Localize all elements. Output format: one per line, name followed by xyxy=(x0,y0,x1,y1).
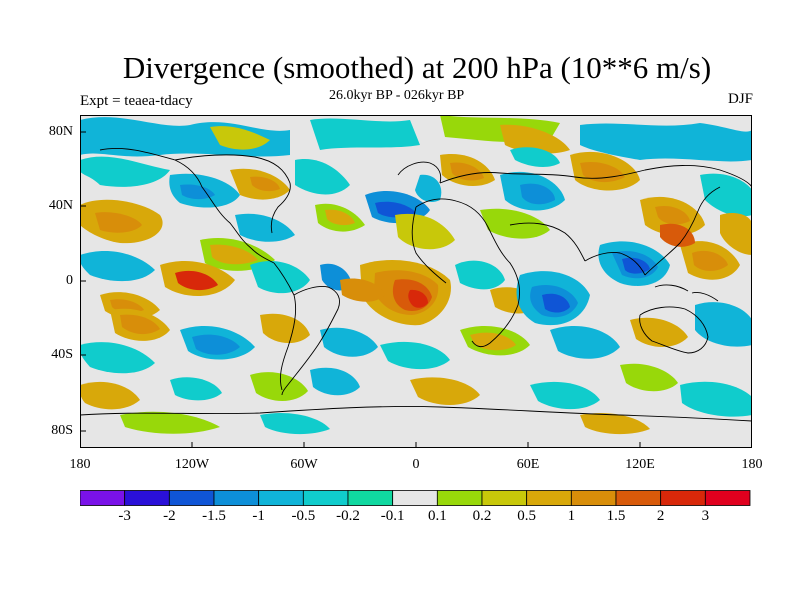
colorbar-label: -0.5 xyxy=(291,508,316,524)
colorbar-label: -3 xyxy=(118,508,131,524)
colorbar-swatch xyxy=(570,490,617,506)
colorbar-label: -2 xyxy=(163,508,176,524)
period-label: 26.0kyr BP - 026kyr BP xyxy=(329,88,465,103)
colorbar-swatch xyxy=(481,490,528,506)
lon-label-0: 0 xyxy=(412,457,420,472)
colorbar-label: -0.2 xyxy=(336,508,360,524)
colorbar-swatch xyxy=(124,490,170,506)
experiment-label: Expt = teaea-tdacy xyxy=(80,93,193,109)
contour-field xyxy=(80,115,752,448)
colorbar-label: 0.2 xyxy=(472,508,492,524)
lat-label-80n: 80N xyxy=(48,124,73,139)
colorbar-label: 1 xyxy=(567,508,576,524)
tick-marks xyxy=(80,131,641,448)
colorbar-swatch xyxy=(80,490,126,506)
colorbar-swatch xyxy=(258,490,304,506)
colorbar-swatch xyxy=(526,490,572,506)
season-label: DJF xyxy=(727,91,753,107)
lon-label-60e: 60E xyxy=(516,457,540,472)
divergence-map xyxy=(80,115,752,448)
colorbar-label: 1.5 xyxy=(606,508,626,524)
coastlines xyxy=(80,147,752,422)
lon-label-120w: 120W xyxy=(174,457,210,472)
chart-title: Divergence (smoothed) at 200 hPa (10**6 … xyxy=(122,50,712,85)
lat-label-40n: 40N xyxy=(48,198,73,213)
colorbar-swatch xyxy=(302,490,349,506)
colorbar-swatch xyxy=(168,490,215,506)
lon-label-60w: 60W xyxy=(290,457,318,472)
lat-label-40s: 40S xyxy=(51,347,73,362)
colorbar-swatch xyxy=(704,490,751,506)
colorbar-swatch xyxy=(615,490,662,506)
lon-label-180w: 180 xyxy=(69,457,91,472)
colorbar-label: 2 xyxy=(656,508,665,524)
colorbar-swatch xyxy=(392,490,438,506)
colorbar-swatch xyxy=(213,490,260,506)
colorbar-swatch xyxy=(347,490,394,506)
lat-label-0: 0 xyxy=(66,273,73,288)
colorbar-label: -1 xyxy=(252,508,265,524)
colorbar-label: 0.5 xyxy=(517,508,537,524)
colorbar-swatch xyxy=(660,490,706,506)
lon-label-120e: 120E xyxy=(625,457,655,472)
colorbar-label: -1.5 xyxy=(202,508,226,524)
lon-label-180e: 180 xyxy=(741,457,763,472)
colorbar-label: -0.1 xyxy=(380,508,405,524)
colorbar-swatch xyxy=(436,490,483,506)
colorbar xyxy=(80,490,751,506)
colorbar-label: 3 xyxy=(701,508,710,524)
lat-label-80s: 80S xyxy=(51,423,73,438)
colorbar-label: 0.1 xyxy=(427,508,447,524)
